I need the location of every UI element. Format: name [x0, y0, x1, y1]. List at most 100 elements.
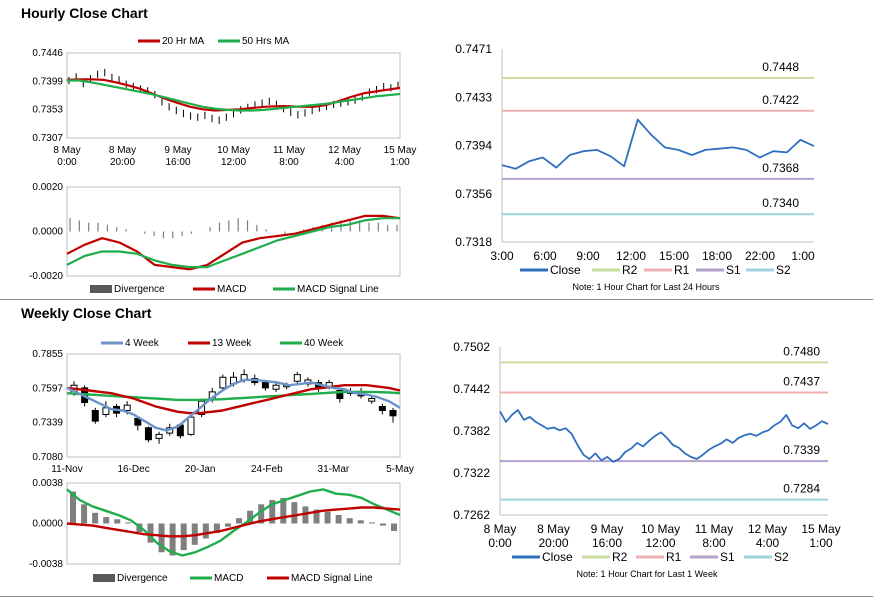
section-separator-2: [0, 596, 873, 597]
x-tick-label: 8:00: [279, 157, 299, 168]
y-tick-label: -0.0020: [29, 271, 63, 282]
x-tick-label: 11 May: [273, 145, 305, 156]
legend-divergence-label: Divergence: [117, 573, 168, 584]
divergence-bar: [224, 523, 231, 527]
level-label-r2: 0.7480: [783, 344, 820, 358]
divergence-bar: [379, 523, 386, 526]
x-tick-label: 11-Nov: [51, 464, 83, 475]
y-tick-label: 0.7446: [32, 48, 63, 59]
level-label-s1: 0.7339: [783, 443, 820, 457]
legend-divergence-swatch: [90, 285, 112, 293]
macd-signal-line: [66, 217, 400, 269]
divergence-bar: [346, 518, 353, 524]
legend-s1-label: S1: [720, 550, 735, 564]
legend-4week-label: 4 Week: [125, 338, 160, 349]
x-tick-label: 8:00: [702, 536, 726, 550]
weekly-macd-chart: 0.0038 0.0000 -0.0038 Divergence MACD MACD Si…: [29, 478, 401, 584]
x-tick-label: 15 May: [801, 522, 840, 536]
legend-macd-label: MACD: [214, 573, 243, 584]
divergence-bar: [357, 520, 364, 524]
y-tick-label: 0.7394: [455, 139, 492, 153]
x-tick-label: 8 May: [109, 145, 136, 156]
x-tick-label: 10 May: [641, 522, 680, 536]
macd-signal-line: [66, 506, 401, 538]
divergence-bar: [169, 523, 176, 556]
legend-s2-label: S2: [774, 550, 789, 564]
candle-body: [368, 398, 376, 402]
divergence-bar: [313, 509, 320, 524]
legend-ma50-label: 50 Hrs MA: [242, 36, 290, 47]
x-tick-label: 12:00: [645, 536, 675, 550]
x-tick-label: 20:00: [538, 536, 568, 550]
chart-note: Note: 1 Hour Chart for Last 1 Week: [577, 569, 718, 579]
legend-13week-label: 13 Week: [212, 338, 252, 349]
y-tick-label: 0.7442: [453, 382, 490, 396]
candle-body: [144, 427, 152, 441]
divergence-bar: [70, 491, 76, 524]
candle-body: [272, 384, 280, 390]
ma-50-line: [67, 79, 401, 112]
ma-4-week-line: [66, 378, 401, 432]
legend-divergence-label: Divergence: [114, 284, 165, 295]
x-tick-label: 6:00: [533, 249, 557, 263]
x-tick-label: 0:00: [488, 536, 512, 550]
y-tick-label: 0.7353: [32, 105, 63, 116]
x-tick-label: 31-Mar: [318, 464, 350, 475]
x-tick-label: 11 May: [695, 522, 733, 536]
x-tick-label: 8 May: [484, 522, 517, 536]
level-label-s2: 0.7340: [762, 196, 799, 210]
section-separator-1: [0, 299, 873, 300]
level-label-r1: 0.7437: [783, 375, 820, 389]
x-tick-label: 4:00: [335, 157, 355, 168]
legend-divergence-swatch: [93, 574, 115, 582]
legend-r1-label: R1: [674, 263, 690, 277]
y-tick-label: 0.0000: [32, 519, 63, 530]
candle-body: [336, 390, 344, 400]
x-tick-label: 10 May: [217, 145, 250, 156]
x-tick-label: 9 May: [591, 522, 624, 536]
level-label-r1: 0.7422: [762, 93, 799, 107]
plot-area: [66, 353, 401, 458]
y-tick-label: 0.7262: [453, 508, 490, 522]
x-tick-label: 12:00: [616, 249, 646, 263]
x-tick-label: 16-Dec: [117, 464, 149, 475]
x-tick-label: 12 May: [328, 145, 361, 156]
close-line: [501, 118, 815, 170]
x-tick-label: 16:00: [592, 536, 622, 550]
legend-close-label: Close: [550, 263, 581, 277]
divergence-bar: [335, 514, 342, 524]
divergence-bar: [81, 504, 88, 524]
divergence-bar: [114, 519, 121, 524]
x-tick-label: 1:00: [791, 249, 815, 263]
weekly-section-title: Weekly Close Chart: [21, 305, 152, 321]
y-tick-label: 0.7433: [455, 90, 492, 104]
y-tick-label: 0.7080: [32, 452, 63, 463]
y-tick-label: 0.0038: [32, 478, 63, 489]
candle-body: [155, 433, 163, 439]
x-tick-label: 9:00: [576, 249, 600, 263]
y-tick-label: 0.7339: [32, 418, 63, 429]
legend-ma20-label: 20 Hr MA: [162, 36, 205, 47]
y-tick-label: 0.0000: [32, 227, 63, 238]
plot-area: [66, 52, 401, 139]
x-tick-label: 8 May: [53, 145, 80, 156]
x-tick-label: 12:00: [221, 157, 246, 168]
hourly-section-title: Hourly Close Chart: [21, 5, 148, 21]
x-tick-label: 8 May: [537, 522, 570, 536]
legend-s2-label: S2: [776, 263, 791, 277]
y-tick-label: 0.7382: [453, 424, 490, 438]
candle-body: [187, 416, 195, 435]
divergence-bar: [213, 523, 220, 534]
y-tick-label: 0.7855: [32, 349, 63, 360]
legend-r1-label: R1: [666, 550, 682, 564]
plot-area: [66, 186, 401, 277]
chart-note: Note: 1 Hour Chart for Last 24 Hours: [572, 282, 720, 292]
candle-body: [134, 417, 142, 426]
divergence-bar: [202, 523, 209, 539]
level-label-s1: 0.7368: [762, 161, 799, 175]
divergence-bar: [280, 497, 287, 524]
legend-macd-label: MACD: [217, 284, 246, 295]
y-tick-label: 0.7307: [32, 133, 63, 144]
